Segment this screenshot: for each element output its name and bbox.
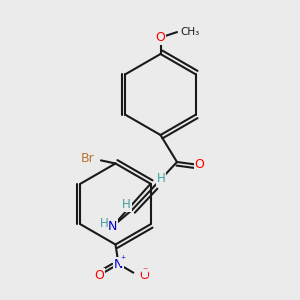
Text: ⁻: ⁻ (142, 266, 147, 277)
Text: Br: Br (81, 152, 94, 166)
Text: O: O (195, 158, 204, 172)
Text: H: H (157, 172, 166, 185)
Text: O: O (140, 269, 149, 282)
Text: N: N (114, 257, 123, 271)
Text: ⁺: ⁺ (120, 255, 126, 265)
Text: O: O (156, 31, 165, 44)
Text: H: H (100, 217, 109, 230)
Text: O: O (94, 269, 104, 282)
Text: CH₃: CH₃ (180, 27, 199, 37)
Text: N: N (108, 220, 117, 233)
Text: H: H (122, 198, 131, 211)
